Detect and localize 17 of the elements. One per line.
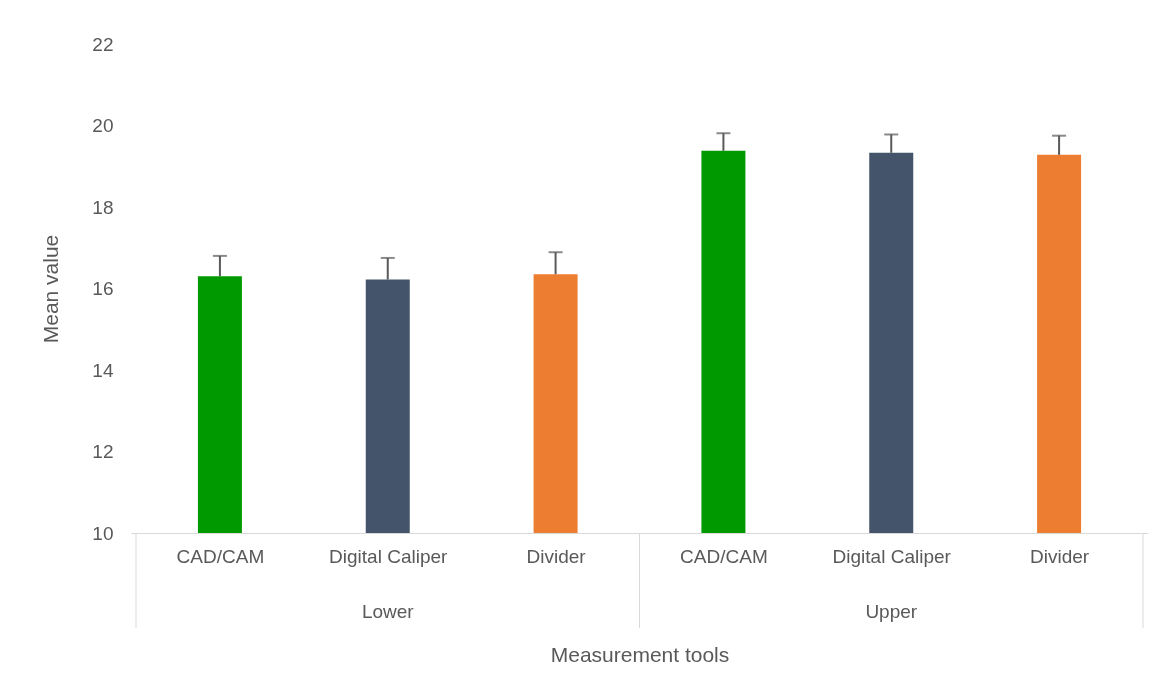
x-tick-label: Divider — [1030, 545, 1090, 567]
x-tick-label: CAD/CAM — [680, 545, 768, 567]
y-tick-label: 18 — [92, 196, 114, 218]
y-tick-label: 22 — [92, 33, 114, 55]
x-tick-label: Digital Caliper — [832, 545, 952, 567]
y-tick-label: 14 — [92, 359, 114, 381]
x-tick-label: Digital Caliper — [329, 545, 449, 567]
y-tick-label: 16 — [92, 278, 114, 299]
y-tick-label: 10 — [92, 522, 114, 544]
text: Lower — [361, 601, 415, 622]
x-axis-title: Measurement tools — [550, 642, 730, 666]
text: Upper — [865, 601, 918, 622]
y-tick-label: 20 — [92, 115, 114, 136]
y-axis-title: Mean value — [39, 234, 63, 344]
x-tick-label: CAD/CAM — [176, 545, 265, 567]
x-tick-label: Divider — [526, 545, 587, 567]
y-tick-label: 12 — [92, 441, 114, 462]
